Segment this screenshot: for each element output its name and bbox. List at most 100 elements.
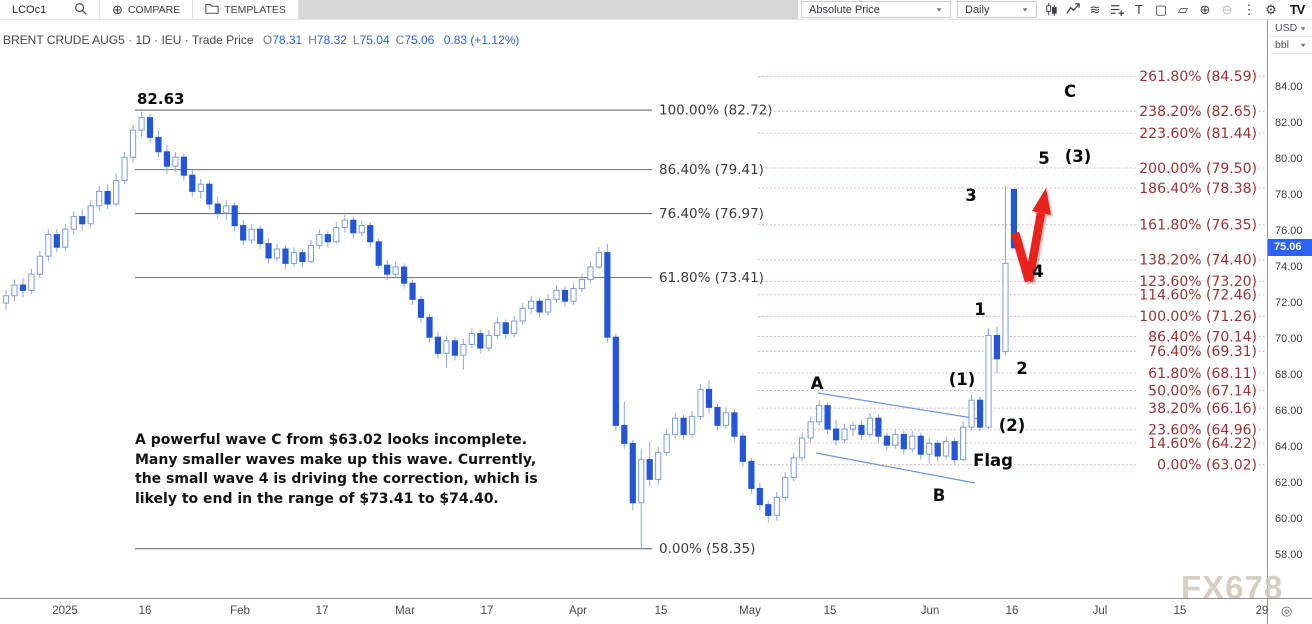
wave-label: 2 — [1016, 359, 1027, 378]
tradingview-logo[interactable]: TV — [1289, 2, 1306, 17]
settings-gear-icon[interactable]: ⚙ — [1265, 1, 1277, 17]
compare-overlay-icon[interactable]: ≋ — [1089, 1, 1101, 17]
price-chart[interactable]: 100.00% (82.72) 86.40% (79.41) 76.40% (76.… — [0, 20, 1312, 598]
candle — [129, 129, 137, 158]
candle — [697, 388, 704, 417]
candle — [434, 336, 442, 354]
unit-value: bbl — [1275, 39, 1290, 51]
fib-retracement-label: 0.00% (58.35) — [659, 541, 755, 557]
time-tick-label: Apr — [569, 605, 587, 617]
price-tick-label: 68.00 — [1275, 369, 1303, 381]
candle — [477, 333, 484, 349]
zoom-out-icon[interactable]: ⊖ — [1221, 1, 1233, 17]
candle — [832, 428, 840, 441]
price-tick-label: 76.00 — [1275, 225, 1303, 237]
templates-button[interactable]: TEMPLATES — [193, 0, 299, 19]
price-mode-select[interactable]: Absolute Price ▼ — [801, 1, 951, 18]
candle — [197, 183, 204, 192]
candle — [866, 417, 874, 435]
candle — [985, 334, 992, 428]
candle — [951, 441, 958, 461]
candle — [714, 406, 721, 426]
wave-label: (2) — [999, 416, 1026, 435]
candle — [333, 226, 340, 243]
candle — [257, 228, 264, 245]
more-options-icon[interactable]: ⋮ — [1242, 1, 1256, 17]
time-tick-label: Feb — [230, 605, 250, 617]
compare-button[interactable]: ⊕ COMPARE — [100, 0, 194, 19]
price-tick-label: 78.00 — [1275, 189, 1303, 201]
polygon-tool-icon[interactable]: ▱ — [1178, 1, 1188, 17]
candle — [240, 225, 247, 241]
candle — [28, 273, 35, 291]
fib-extension-label: 186.40% (78.38) — [1139, 181, 1257, 197]
candle — [223, 205, 230, 214]
top-toolbar: LCOc1 ⊕ COMPARE TEMPLATES Absolute Price… — [0, 0, 1312, 20]
wave-label: B — [933, 486, 946, 505]
shapes-tool-icon[interactable]: ▢ — [1154, 1, 1168, 17]
time-tick-label: Jun — [920, 605, 940, 617]
wave-label: A — [811, 374, 824, 393]
candle — [417, 298, 425, 318]
candle — [773, 496, 780, 516]
candle — [104, 190, 111, 205]
analysis-note-line: the small wave 4 is driving the correcti… — [135, 471, 538, 487]
time-tick-label: 29 — [1255, 605, 1269, 617]
candle — [155, 136, 162, 153]
indicators-icon[interactable] — [1062, 0, 1084, 20]
drawing-tools-strip: ≋ T ▢ ▱ ⊕ ⊖ ⋮ ⚙ — [1040, 0, 1282, 19]
candle — [367, 225, 374, 243]
text-tool-icon[interactable]: T — [1135, 2, 1143, 17]
candle — [536, 300, 543, 313]
candle — [883, 435, 890, 446]
candle — [350, 219, 357, 234]
price-axis[interactable]: USD ▼ bbl ▼ 84.00 82.00 80.00 78.00 76.00 74.… — [1267, 20, 1312, 598]
candle — [36, 255, 43, 275]
symbol-search-box[interactable]: LCOc1 — [0, 0, 100, 19]
time-tick-label: 16 — [138, 605, 152, 617]
candle — [943, 441, 950, 457]
candle — [968, 399, 975, 428]
interval-select[interactable]: Daily ▼ — [957, 1, 1037, 18]
unit-select[interactable]: bbl ▼ — [1268, 37, 1312, 54]
candle — [900, 433, 907, 450]
zoom-in-icon[interactable]: ⊕ — [1199, 1, 1211, 17]
candle — [265, 243, 272, 259]
fib-extension-label: 138.20% (74.40) — [1139, 253, 1257, 269]
folder-icon — [205, 2, 219, 17]
candle — [858, 424, 865, 435]
candle — [180, 156, 187, 176]
time-axis[interactable]: ◎ 2025 16 Feb 17 Mar 17 Apr 15 May 15 Jun 16 Jul 15 29 — [0, 598, 1312, 624]
candle — [409, 282, 416, 300]
candle — [612, 336, 619, 426]
currency-select[interactable]: USD ▼ — [1268, 20, 1312, 37]
candlestick-style-icon[interactable] — [1040, 0, 1062, 20]
time-tick-label: Jul — [1092, 605, 1108, 617]
wave-label: 4 — [1032, 262, 1043, 281]
candle — [544, 298, 552, 313]
candle — [799, 437, 806, 459]
candle — [172, 156, 179, 167]
price-tick-label: 74.00 — [1275, 261, 1303, 273]
candle — [561, 289, 569, 302]
candle — [138, 117, 145, 131]
time-tick-label: 15 — [823, 605, 837, 617]
fib-extension-label: 100.00% (71.26) — [1139, 309, 1257, 325]
currency-value: USD — [1275, 22, 1298, 34]
candle — [926, 442, 933, 455]
fib-extension-levels: 261.80% (84.59) 238.20% (82.65) 223.60% (8… — [758, 69, 1266, 473]
legend-title: BRENT CRUDE AUG5 · 1D · IEU · Trade Pric… — [3, 33, 254, 47]
candle — [11, 284, 18, 297]
alert-icon[interactable] — [1106, 0, 1128, 20]
candle — [214, 203, 221, 214]
candle — [53, 234, 60, 248]
candle — [756, 487, 763, 506]
fib-extension-label: 76.40% (69.31) — [1148, 344, 1257, 360]
candle — [511, 320, 518, 335]
fib-extension-label: 261.80% (84.59) — [1139, 69, 1257, 85]
wave-label: C — [1064, 82, 1076, 101]
candle — [231, 205, 238, 227]
candle — [917, 435, 924, 455]
time-settings-icon[interactable]: ◎ — [1281, 603, 1293, 618]
analysis-note-line: likely to end in the range of $73.41 to … — [135, 490, 499, 507]
